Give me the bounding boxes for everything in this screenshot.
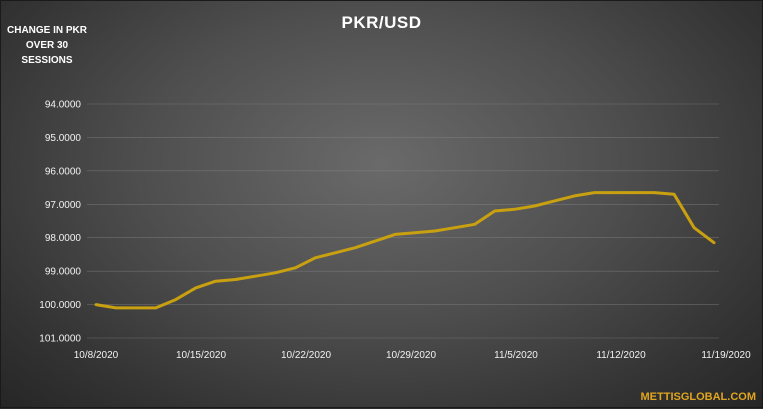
- x-tick-label: 10/29/2020: [386, 350, 436, 361]
- series-line: [96, 193, 714, 308]
- y-tick-label: 97.0000: [45, 200, 82, 211]
- y-tick-label: 99.0000: [45, 267, 82, 278]
- brand-watermark: METTISGLOBAL.COM: [641, 391, 757, 403]
- y-tick-label: 95.0000: [45, 133, 82, 144]
- x-tick-label: 10/8/2020: [74, 350, 119, 361]
- x-tick-label: 10/15/2020: [176, 350, 226, 361]
- x-tick-label: 11/12/2020: [596, 350, 646, 361]
- y-tick-label: 98.0000: [45, 233, 82, 244]
- y-tick-label: 100.0000: [39, 300, 81, 311]
- y-tick-label: 94.0000: [45, 100, 82, 111]
- x-tick-label: 11/19/2020: [701, 350, 751, 361]
- y-tick-label: 101.0000: [39, 334, 81, 345]
- x-tick-label: 11/5/2020: [494, 350, 538, 361]
- y-tick-label: 96.0000: [45, 166, 82, 177]
- x-tick-label: 10/22/2020: [281, 350, 331, 361]
